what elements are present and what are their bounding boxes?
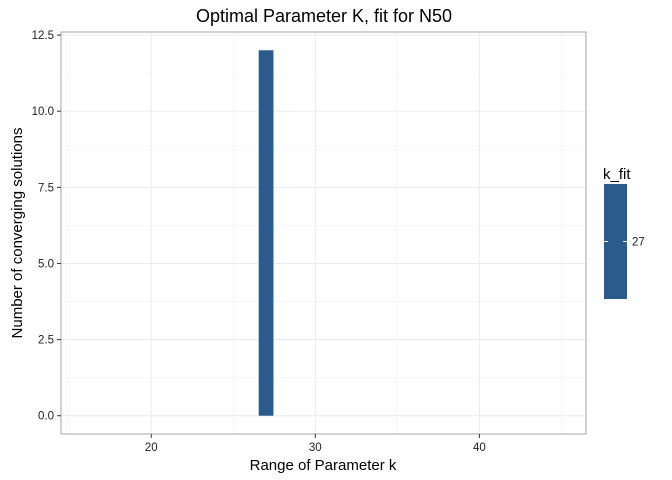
x-tick-label: 20: [145, 442, 158, 454]
bars: [258, 50, 274, 416]
y-tick-label: 2.5: [38, 335, 54, 347]
major-gridlines: [61, 32, 586, 434]
y-tick-label: 10.0: [32, 106, 54, 118]
x-tick-label: 30: [309, 442, 322, 454]
plot-background: [61, 32, 586, 434]
minor-gridlines: [61, 32, 586, 434]
plot-border: [60, 31, 587, 435]
legend: k_fit 27: [603, 166, 645, 299]
x-tick-label: 40: [473, 442, 486, 454]
y-axis-title: Number of converging solutions: [9, 128, 26, 339]
plot-area: [60, 31, 587, 435]
x-axis-title: Range of Parameter k: [250, 457, 397, 474]
y-axis: 0.0 2.5 5.0 7.5 10.0 12.5: [32, 30, 61, 423]
x-axis: 20 30 40: [145, 434, 486, 454]
y-tick-label: 7.5: [38, 182, 54, 194]
y-tick-label: 5.0: [38, 258, 54, 270]
legend-color-key: [604, 184, 627, 299]
legend-label-27: 27: [632, 237, 645, 249]
y-tick-label: 0.0: [38, 411, 54, 423]
legend-title: k_fit: [603, 166, 631, 183]
chart-title: Optimal Parameter K, fit for N50: [196, 6, 452, 26]
y-tick-label: 12.5: [32, 30, 54, 42]
bar-k-27: [258, 50, 274, 416]
